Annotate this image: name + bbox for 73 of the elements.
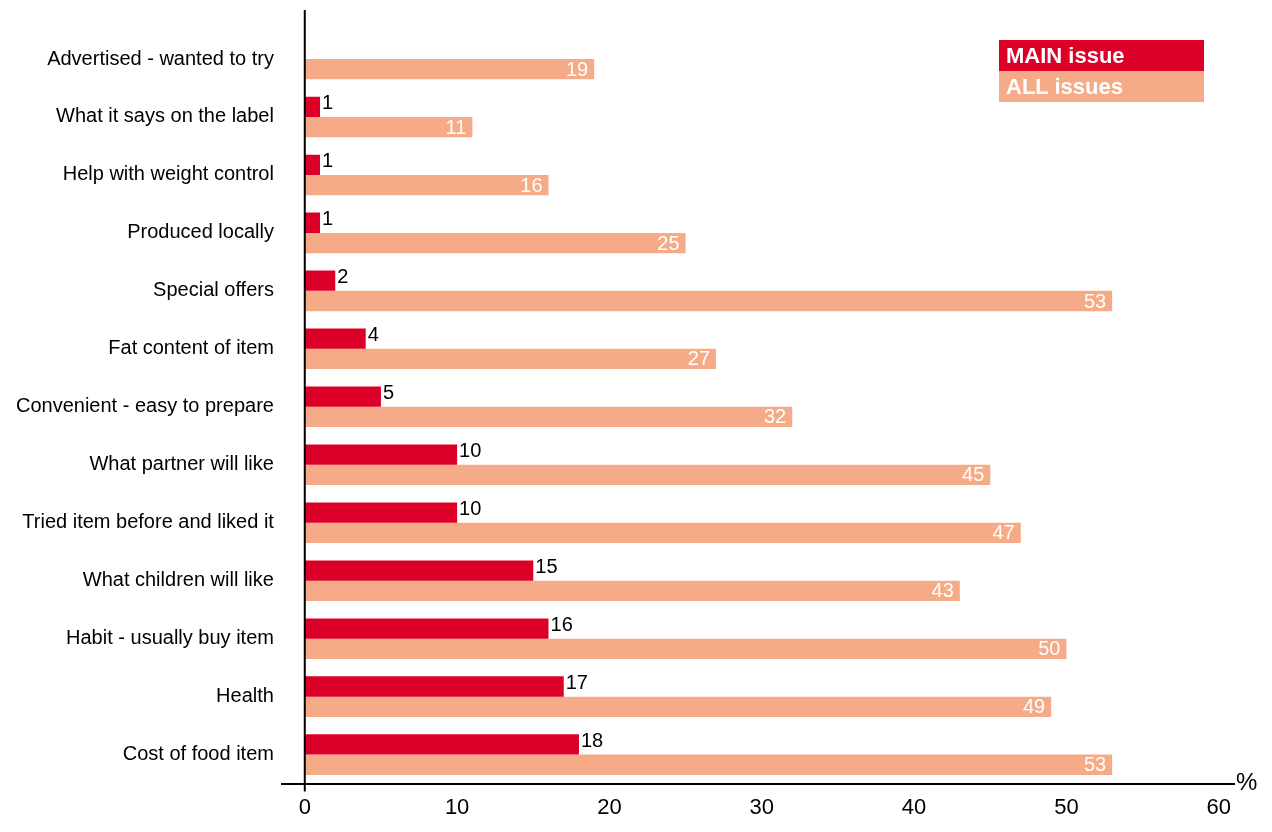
data-label: 47 bbox=[992, 521, 1015, 544]
text: ALL issues bbox=[1006, 73, 1123, 99]
bar bbox=[304, 154, 321, 175]
y-tick-label: What it says on the label bbox=[56, 104, 274, 127]
y-tick-label: Tried item before and liked it bbox=[22, 510, 275, 533]
data-label: 53 bbox=[1083, 753, 1107, 776]
x-tick-label: 20 bbox=[597, 793, 622, 819]
bar bbox=[304, 232, 686, 254]
bar bbox=[304, 406, 793, 428]
y-tick-label: Cost of food item bbox=[122, 742, 274, 765]
y-tick-label: What partner will like bbox=[89, 452, 274, 475]
bar bbox=[304, 116, 473, 138]
data-label: 11 bbox=[445, 115, 467, 138]
bar bbox=[304, 638, 1067, 659]
x-tick-label: 50 bbox=[1054, 793, 1079, 819]
data-label: 43 bbox=[931, 579, 954, 602]
bar bbox=[304, 580, 960, 601]
bar bbox=[304, 676, 564, 697]
y-tick-label: Habit - usually buy item bbox=[66, 626, 274, 649]
data-label: 53 bbox=[1083, 289, 1107, 312]
data-label: 10 bbox=[459, 439, 482, 462]
y-tick-label: Health bbox=[216, 684, 274, 707]
y-tick-label: Help with weight control bbox=[62, 162, 274, 185]
x-axis-title: % bbox=[1236, 768, 1258, 796]
bar bbox=[304, 696, 1052, 717]
data-label: 1 bbox=[322, 149, 334, 172]
bar bbox=[304, 734, 579, 755]
data-label: 32 bbox=[763, 405, 787, 428]
bar bbox=[304, 290, 1113, 312]
data-label: 27 bbox=[687, 347, 711, 370]
bar bbox=[304, 618, 549, 639]
bar bbox=[304, 386, 381, 407]
data-label: 19 bbox=[565, 57, 589, 80]
bar bbox=[304, 328, 366, 349]
x-tick-label: 10 bbox=[444, 793, 470, 819]
data-label: 49 bbox=[1022, 695, 1046, 718]
bar bbox=[304, 212, 321, 233]
y-tick-label: Advertised - wanted to try bbox=[47, 46, 274, 69]
data-label: 2 bbox=[337, 265, 349, 288]
data-label: 18 bbox=[580, 728, 604, 751]
data-label: 1 bbox=[322, 207, 334, 230]
y-tick-label: Convenient - easy to prepare bbox=[15, 394, 274, 417]
bar bbox=[304, 560, 534, 581]
data-label: 25 bbox=[657, 231, 680, 254]
bar bbox=[304, 348, 717, 370]
y-tick-label: Special offers bbox=[153, 278, 274, 301]
data-label: 17 bbox=[565, 671, 588, 694]
bar bbox=[304, 522, 1021, 544]
bar bbox=[304, 754, 1113, 775]
bar bbox=[304, 58, 595, 80]
data-label: 5 bbox=[382, 381, 395, 404]
bar bbox=[304, 270, 336, 291]
y-tick-label: What children will like bbox=[82, 568, 274, 591]
data-label: 16 bbox=[520, 173, 543, 196]
x-tick-label: 30 bbox=[749, 793, 775, 819]
data-label: 50 bbox=[1038, 637, 1061, 660]
data-label: 15 bbox=[535, 555, 558, 578]
bar bbox=[304, 502, 458, 523]
bar bbox=[304, 464, 991, 486]
x-tick-label: 60 bbox=[1206, 793, 1232, 819]
data-label: 16 bbox=[550, 613, 573, 636]
bar bbox=[304, 444, 458, 465]
x-tick-label: 40 bbox=[901, 793, 927, 819]
text: MAIN issue bbox=[1006, 42, 1125, 68]
bar bbox=[304, 174, 549, 196]
bar bbox=[304, 96, 321, 117]
data-label: 4 bbox=[367, 323, 379, 346]
y-tick-label: Produced locally bbox=[127, 220, 274, 243]
data-label: 10 bbox=[459, 497, 482, 520]
data-label: 1 bbox=[322, 91, 334, 114]
x-tick-label: 0 bbox=[298, 793, 311, 819]
data-label: 45 bbox=[962, 463, 985, 486]
y-tick-label: Fat content of item bbox=[108, 336, 274, 359]
